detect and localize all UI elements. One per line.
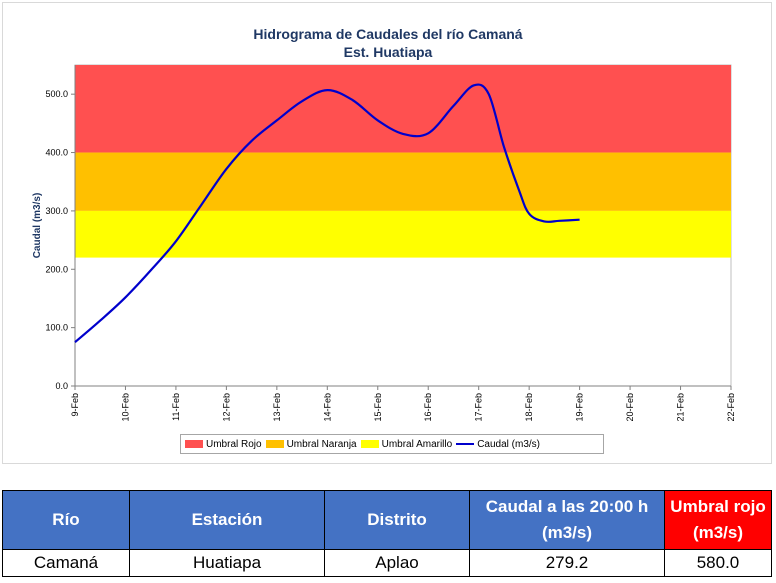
chart-legend: Umbral Rojo Umbral Naranja Umbral Amaril… — [180, 434, 604, 454]
x-tick-label: 14-Feb — [322, 393, 332, 422]
cell-rio: Camaná — [2, 549, 130, 577]
table-header-row: Río Estación Distrito Caudal a las 20:00… — [2, 490, 772, 550]
station-table: Río Estación Distrito Caudal a las 20:00… — [2, 490, 772, 577]
x-tick-label: 17-Feb — [474, 393, 484, 422]
series-line-caudal — [74, 83, 580, 344]
legend-item-red: Umbral Rojo — [185, 439, 262, 450]
x-tick-label: 13-Feb — [272, 393, 282, 422]
chart-title: Hidrograma de Caudales del río Camaná — [253, 26, 523, 42]
x-tick-label: 12-Feb — [221, 393, 231, 422]
header-distrito: Distrito — [324, 490, 470, 550]
legend-item-orange: Umbral Naranja — [265, 438, 357, 450]
cell-caudal: 279.2 — [469, 549, 665, 577]
chart-subtitle: Est. Huatiapa — [343, 44, 433, 60]
legend-swatch-flow — [456, 443, 475, 445]
x-tick-label: 10-Feb — [120, 393, 130, 422]
header-rio: Río — [2, 490, 130, 550]
header-estacion: Estación — [129, 490, 325, 550]
cell-estacion: Huatiapa — [129, 549, 325, 577]
legend-item-yellow: Umbral Amarillo — [360, 438, 453, 450]
legend-label-red: Umbral Rojo — [206, 438, 262, 450]
x-tick-label: 18-Feb — [524, 393, 534, 422]
x-tick-label: 21-Feb — [676, 393, 686, 422]
y-tick-label: 200.0 — [45, 264, 68, 274]
x-tick-label: 16-Feb — [423, 393, 433, 422]
x-tick-label: 15-Feb — [373, 393, 383, 422]
y-tick-label: 0.0 — [55, 381, 68, 391]
legend-item-flow: Caudal (m3/s) — [456, 439, 540, 450]
threshold-band-1 — [75, 152, 731, 211]
cell-umbral-rojo: 580.0 — [664, 549, 772, 577]
legend-label-flow: Caudal (m3/s) — [477, 438, 540, 450]
header-umbral-rojo: Umbral rojo (m3/s) — [664, 490, 772, 550]
x-tick-label: 9-Feb — [70, 393, 80, 417]
x-tick-label: 22-Feb — [726, 393, 736, 422]
y-tick-label: 400.0 — [45, 148, 68, 158]
cell-distrito: Aplao — [324, 549, 470, 577]
legend-swatch-red — [185, 440, 203, 448]
y-tick-label: 100.0 — [45, 323, 68, 333]
x-tick-label: 11-Feb — [171, 393, 181, 421]
y-tick-label: 500.0 — [45, 89, 68, 99]
hydrograph-chart: 0.0 100.0 200.0 300.0 400.0 500.0 9-Feb 10-Feb 1… — [32, 64, 736, 422]
x-tick-label: 19-Feb — [575, 393, 585, 422]
header-caudal: Caudal a las 20:00 h (m3/s) — [469, 490, 665, 550]
legend-label-yellow: Umbral Amarillo — [381, 438, 453, 450]
y-tick-label: 300.0 — [45, 206, 68, 216]
legend-swatch-yellow — [360, 440, 379, 448]
threshold-band-2 — [75, 210, 731, 258]
threshold-band-0 — [75, 65, 731, 153]
table-row: Camaná Huatiapa Aplao 279.2 580.0 — [2, 549, 772, 577]
x-tick-label: 20-Feb — [625, 393, 635, 422]
legend-label-orange: Umbral Naranja — [286, 438, 357, 450]
y-axis-label: Caudal (m3/s) — [32, 193, 43, 259]
legend-swatch-orange — [265, 440, 284, 448]
